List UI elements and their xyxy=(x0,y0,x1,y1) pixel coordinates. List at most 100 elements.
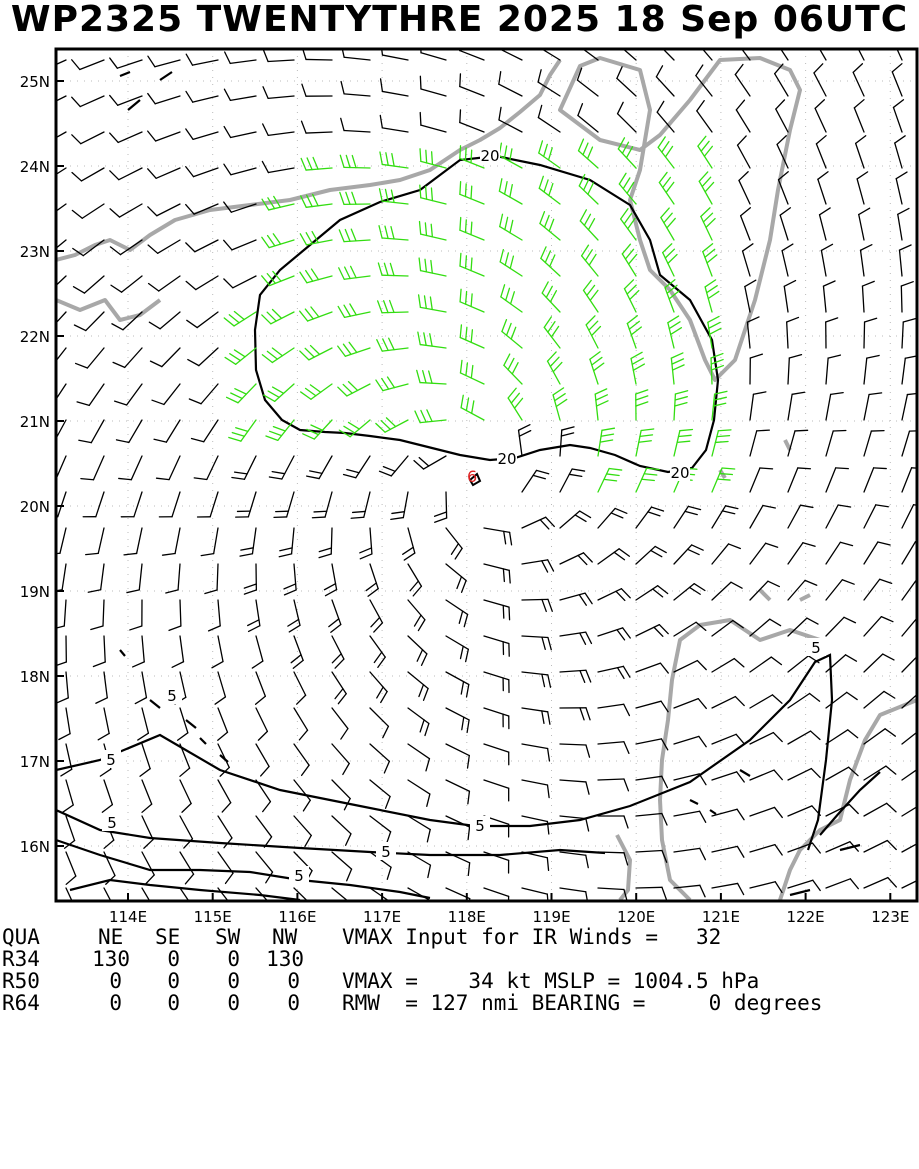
wind-barb xyxy=(560,670,591,682)
wind-barb xyxy=(380,456,408,476)
wind-barb xyxy=(484,708,509,729)
wind-barb-strong xyxy=(658,137,674,168)
wind-barb xyxy=(420,113,446,132)
wind-barb xyxy=(121,492,142,517)
wind-barb xyxy=(366,564,378,596)
wind-barb-strong xyxy=(622,244,636,276)
wind-barb xyxy=(656,30,674,60)
wind-barb-strong xyxy=(553,388,567,420)
wind-barb xyxy=(598,852,628,865)
wind-barb xyxy=(750,392,766,420)
wind-barb-strong xyxy=(225,348,256,364)
wind-barb xyxy=(712,883,744,894)
wind-barb xyxy=(154,420,180,442)
lon-label: 117E xyxy=(363,908,401,926)
wind-barb xyxy=(130,600,142,630)
wind-barb xyxy=(674,848,705,859)
wind-barb-strong xyxy=(542,282,560,312)
wind-barb xyxy=(201,528,218,556)
wind-barb xyxy=(188,348,218,366)
storm-center: 6 xyxy=(467,467,480,486)
wind-barb xyxy=(674,506,701,528)
wind-barb xyxy=(522,708,550,724)
wind-barb xyxy=(636,586,668,600)
wind-barb-strong xyxy=(698,136,712,168)
wind-barb xyxy=(294,744,309,775)
wind-barb xyxy=(446,528,462,559)
wind-barb xyxy=(560,780,589,794)
wind-barb xyxy=(788,392,805,420)
r50-nw: 0 xyxy=(270,970,300,992)
r34-nw: 130 xyxy=(252,948,304,970)
wind-barb-strong xyxy=(500,214,522,240)
wind-barb xyxy=(826,393,843,420)
wind-barb xyxy=(157,456,180,480)
wind-barb xyxy=(61,744,72,776)
wind-barb xyxy=(446,708,469,732)
wind-barb xyxy=(370,600,382,632)
wind-barb xyxy=(110,204,142,217)
wind-barb xyxy=(133,636,145,667)
wind-barb xyxy=(319,528,332,558)
wind-barb xyxy=(52,600,66,629)
map-frame xyxy=(56,49,917,901)
lon-label: 116E xyxy=(278,908,316,926)
wind-barb xyxy=(116,420,142,442)
wind-barb xyxy=(814,64,826,96)
lon-label: 120E xyxy=(617,908,655,926)
wind-barb xyxy=(598,508,627,528)
wind-barb xyxy=(79,420,104,443)
wind-barb xyxy=(77,384,104,405)
wind-barb xyxy=(166,564,180,593)
wind-barb xyxy=(148,94,180,104)
wind-barb xyxy=(617,67,636,96)
wind-barb-strong xyxy=(708,316,721,348)
wind-barb xyxy=(560,511,591,528)
wind-barb xyxy=(697,101,712,132)
wind-barb xyxy=(636,663,668,673)
wind-barb xyxy=(788,505,813,528)
wind-barb xyxy=(893,100,903,132)
wind-barb-strong xyxy=(590,352,604,384)
contour-label: 5 xyxy=(381,843,391,861)
wind-barb xyxy=(148,131,180,141)
wind-barb xyxy=(178,708,188,740)
wind-barb xyxy=(739,172,750,204)
wind-barb xyxy=(269,456,294,479)
wind-barb xyxy=(864,878,896,888)
wind-barb-strong xyxy=(584,280,598,312)
r64-se: 0 xyxy=(150,992,180,1014)
lat-label: 18N xyxy=(20,668,50,686)
wind-barb-strong xyxy=(460,289,484,312)
wind-barb xyxy=(750,807,782,817)
wind-barb-strong xyxy=(417,370,446,384)
lat-label: 24N xyxy=(20,158,50,176)
wind-barb-strong xyxy=(262,309,294,323)
wind-barb-strong xyxy=(377,338,408,351)
wind-barb xyxy=(864,431,884,456)
wind-barb xyxy=(577,68,598,96)
wind-barb xyxy=(823,281,835,312)
wind-barb-strong xyxy=(415,410,446,423)
wind-barb xyxy=(826,580,854,600)
wind-barb xyxy=(636,887,666,899)
wind-barb xyxy=(263,87,294,99)
wind-barb xyxy=(522,599,552,611)
wind-barb-strong xyxy=(339,229,370,241)
wind-barb xyxy=(74,312,104,331)
wind-barb-strong xyxy=(378,263,408,276)
wind-barb-strong xyxy=(540,212,560,240)
wind-barb xyxy=(408,780,430,806)
wind-barb xyxy=(484,744,509,765)
wind-barb xyxy=(381,79,408,96)
wind-barb xyxy=(159,492,180,517)
wind-barb xyxy=(72,60,104,70)
wind-barb-strong xyxy=(339,266,370,279)
wind-barb-strong xyxy=(579,175,598,204)
wind-barb xyxy=(864,803,896,816)
wind-barb xyxy=(142,780,152,812)
wind-barb xyxy=(224,89,256,100)
wind-barb xyxy=(598,704,629,715)
wind-barb xyxy=(712,697,744,708)
wind-barb-strong xyxy=(586,316,600,348)
